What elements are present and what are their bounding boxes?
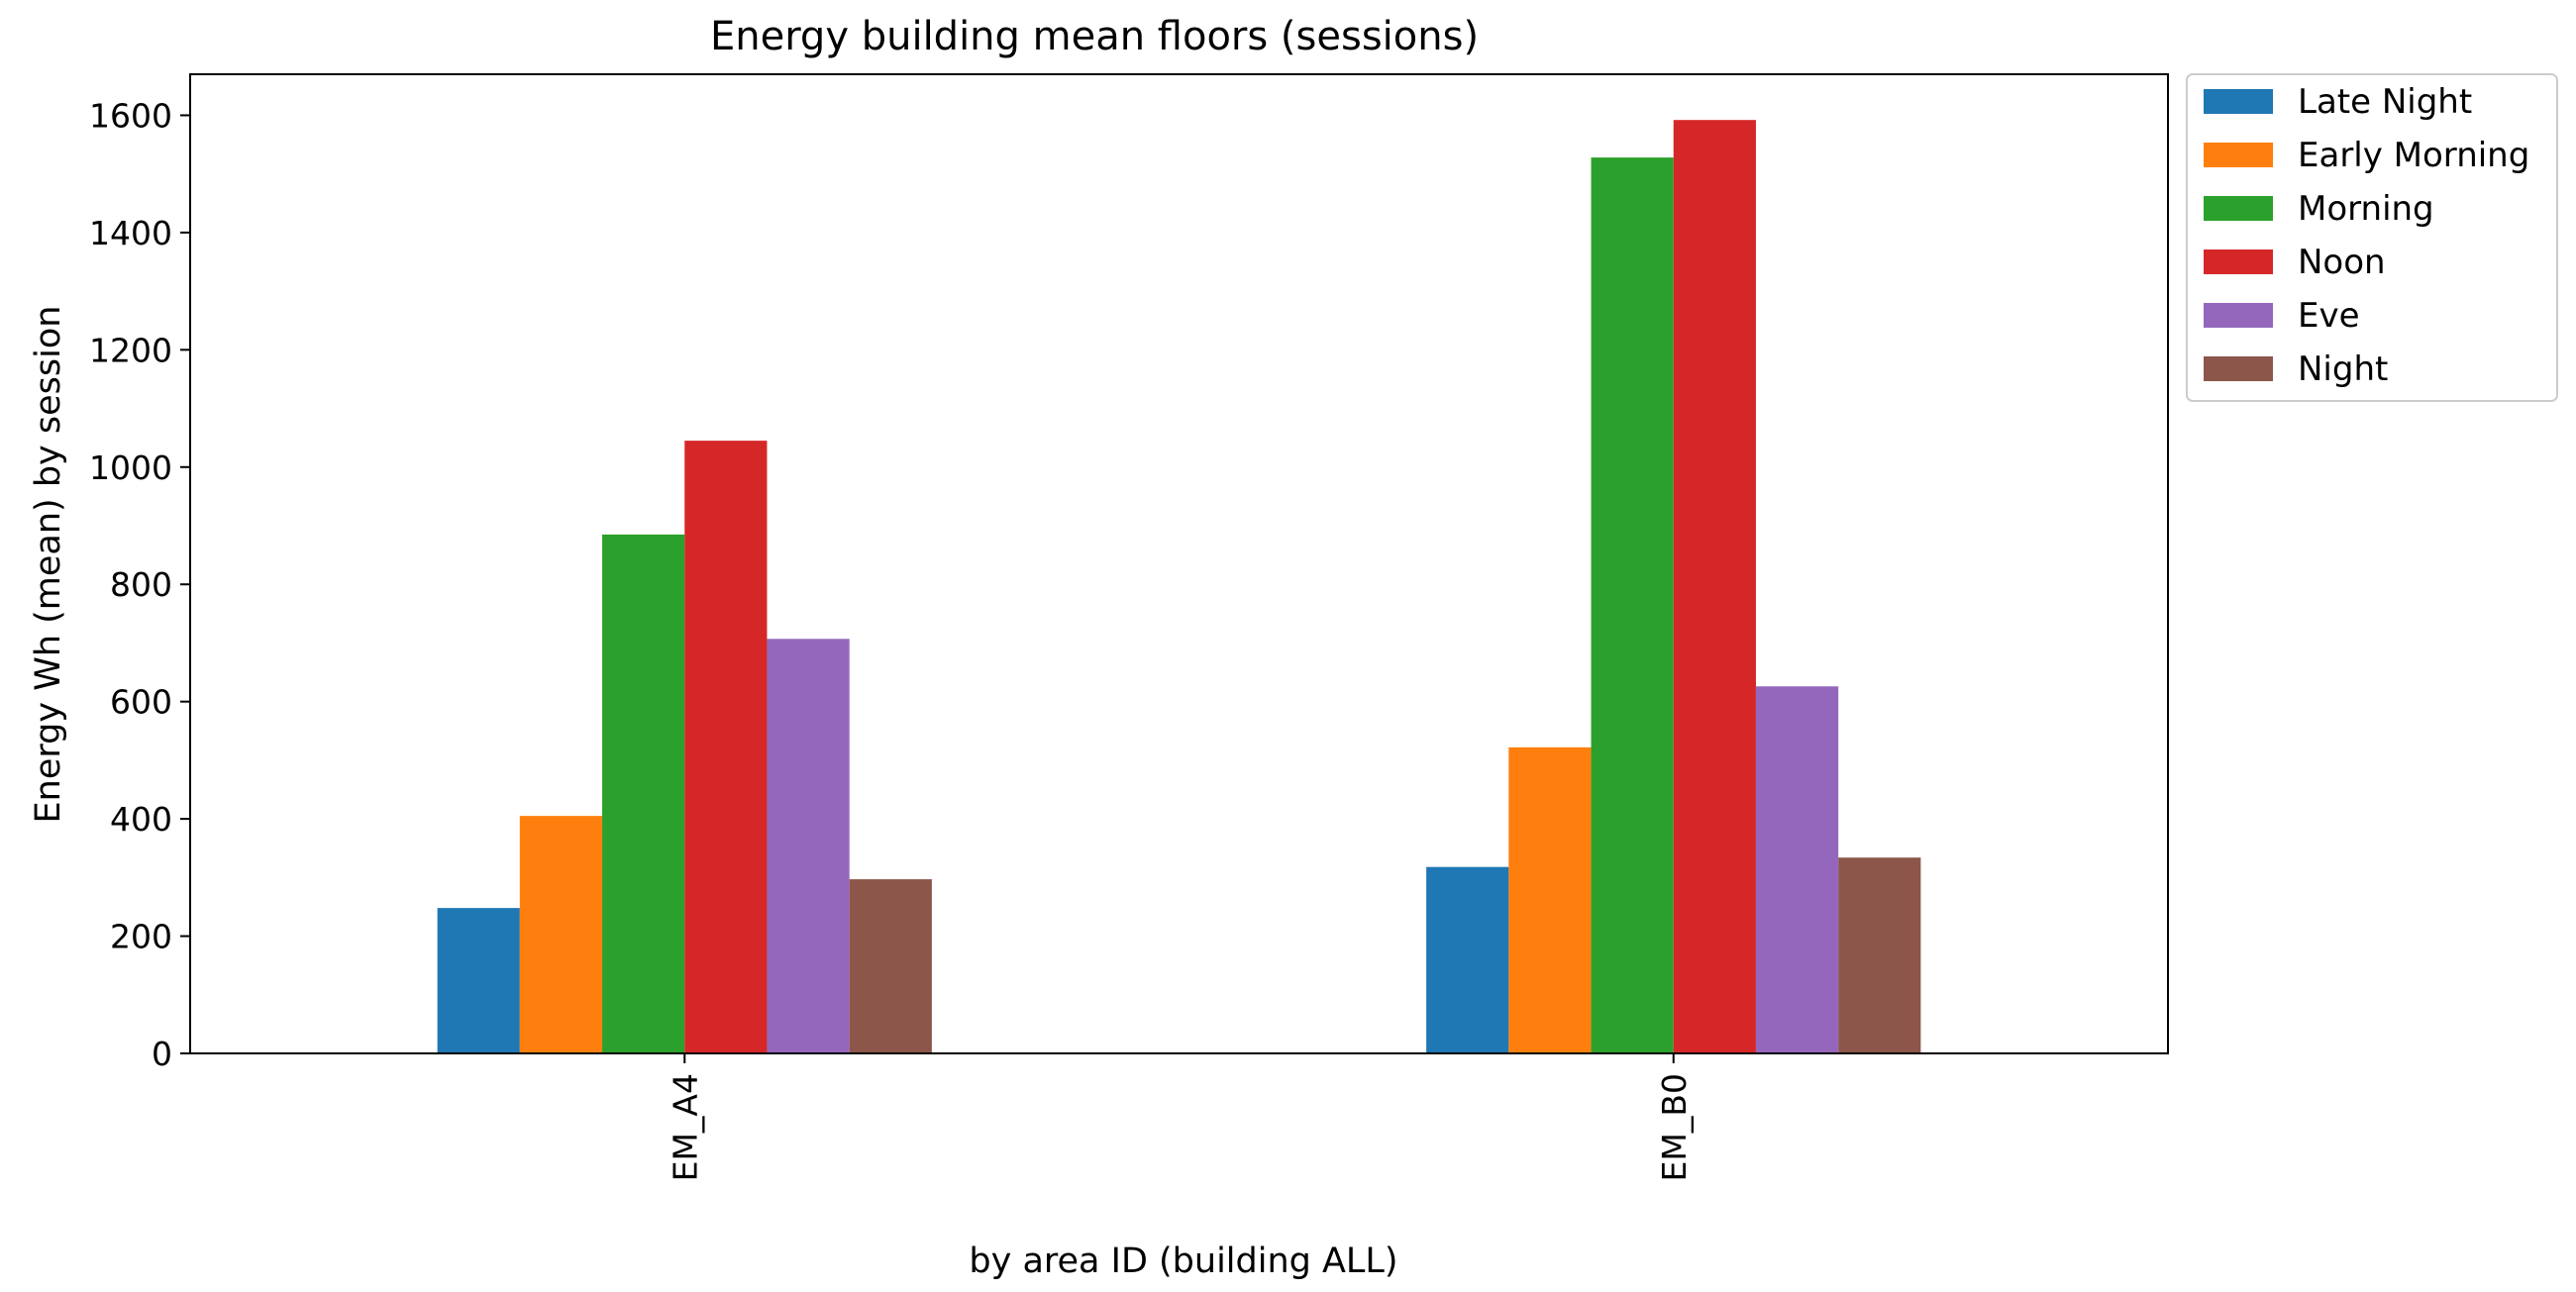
bar-em-a4-eve	[767, 639, 850, 1053]
x-tick-label: EM_A4	[666, 1073, 704, 1181]
x-axis-label: by area ID (building ALL)	[969, 1242, 1397, 1281]
legend-swatch-early-morning	[2204, 143, 2273, 167]
legend-label: Noon	[2298, 243, 2386, 282]
bar-em-a4-morning	[602, 534, 685, 1053]
y-tick-label: 0	[152, 1035, 172, 1073]
plot-area-frame	[189, 73, 2169, 1054]
bar-em-a4-late-night	[437, 908, 520, 1053]
x-tick-label: EM_B0	[1655, 1073, 1694, 1181]
y-tick-label: 1200	[89, 331, 172, 369]
legend-label: Late Night	[2298, 82, 2472, 122]
legend-label: Eve	[2298, 296, 2360, 336]
bar-em-a4-night	[849, 879, 932, 1053]
bar-em-b0-eve	[1755, 686, 1839, 1053]
legend-swatch-late-night	[2204, 89, 2273, 114]
y-tick-label: 1400	[89, 214, 172, 252]
y-axis: 0 200 400 600 800 1000 1200 1400 1600	[89, 96, 190, 1073]
legend-swatch-noon	[2204, 249, 2273, 274]
x-axis: EM_A4 EM_B0	[666, 1053, 1694, 1181]
legend-swatch-night	[2204, 356, 2273, 381]
y-tick-label: 1600	[89, 96, 172, 135]
bar-em-b0-early-morning	[1508, 746, 1592, 1053]
y-axis-label: Energy Wh (mean) by session	[29, 306, 68, 824]
legend-label: Morning	[2298, 189, 2434, 229]
y-tick-label: 1000	[89, 448, 172, 487]
legend: Late Night Early Morning Morning Noon Eve Nig…	[2186, 73, 2558, 402]
bar-em-a4-early-morning	[519, 816, 603, 1053]
legend-swatch-morning	[2204, 196, 2273, 221]
y-tick-label: 600	[110, 683, 172, 722]
bar-em-b0-noon	[1673, 120, 1756, 1053]
y-tick-label: 800	[110, 565, 172, 604]
legend-label: Early Morning	[2298, 136, 2529, 175]
legend-swatch-eve	[2204, 303, 2273, 328]
legend-frame	[2186, 73, 2558, 402]
bar-em-b0-late-night	[1426, 866, 1509, 1053]
bar-em-b0-morning	[1591, 157, 1674, 1054]
bar-em-a4-noon	[684, 441, 768, 1053]
y-tick-label: 200	[110, 918, 172, 956]
legend-label: Night	[2298, 349, 2388, 389]
bars-group	[437, 120, 1921, 1054]
chart-title: Energy building mean floors (sessions)	[710, 14, 1479, 59]
bar-em-b0-night	[1838, 857, 1921, 1053]
y-tick-label: 400	[110, 800, 172, 839]
